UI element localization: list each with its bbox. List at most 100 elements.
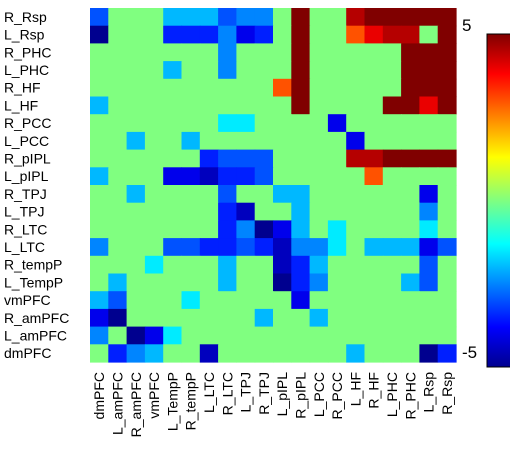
heatmap-cell <box>382 96 402 115</box>
heatmap-cell <box>254 291 274 310</box>
heatmap-cell <box>236 25 256 44</box>
heatmap-cell <box>437 344 457 363</box>
heatmap-cell <box>401 149 420 168</box>
heatmap-cell <box>346 185 366 204</box>
heatmap-cell <box>126 220 146 239</box>
heatmap-cell <box>346 326 366 345</box>
heatmap-cell <box>291 96 311 115</box>
heatmap-cell <box>401 273 420 292</box>
heatmap-cell <box>199 43 219 62</box>
colorbar: 5 -5 <box>462 16 510 368</box>
heatmap-cell <box>199 25 219 44</box>
heatmap-cell <box>346 8 366 27</box>
heatmap-cell <box>163 167 183 186</box>
heatmap-cell <box>346 308 366 328</box>
heatmap-cell <box>364 238 384 257</box>
heatmap-cell <box>327 78 347 98</box>
heatmap-cell <box>90 220 109 239</box>
heatmap-cell <box>291 8 311 27</box>
heatmap-cell <box>419 114 439 133</box>
heatmap-cell <box>309 43 329 62</box>
heatmap-cell <box>437 273 457 292</box>
heatmap-cell <box>126 255 146 275</box>
heatmap-cell <box>291 43 311 62</box>
heatmap-cell <box>163 344 183 363</box>
heatmap-cell <box>144 273 164 292</box>
heatmap-cell <box>364 291 384 310</box>
heatmap-cell <box>126 43 146 62</box>
row-label: L_PHC <box>4 62 49 78</box>
heatmap-cell <box>273 96 292 115</box>
heatmap-cell <box>437 96 457 115</box>
heatmap-cell <box>401 202 420 221</box>
heatmap-cell <box>181 326 201 345</box>
heatmap-cell <box>309 220 329 239</box>
heatmap-cell <box>401 114 420 133</box>
heatmap-cell <box>346 238 366 257</box>
heatmap-cell <box>327 291 347 310</box>
heatmap-cell <box>254 167 274 186</box>
heatmap-cell <box>90 43 109 62</box>
row-label: L_pIPL <box>4 168 49 184</box>
heatmap-cell <box>291 238 311 257</box>
heatmap-cell <box>108 308 128 328</box>
heatmap-cell <box>273 308 292 328</box>
heatmap-cell <box>437 185 457 204</box>
heatmap-cell <box>419 185 439 204</box>
heatmap-cell <box>199 308 219 328</box>
heatmap-cell <box>382 255 402 275</box>
heatmap-cell <box>364 255 384 275</box>
heatmap-cell <box>291 114 311 133</box>
heatmap-cell <box>273 220 292 239</box>
heatmap-cell <box>199 202 219 221</box>
heatmap-cell <box>364 202 384 221</box>
heatmap-cell <box>291 220 311 239</box>
heatmap-cell <box>144 96 164 115</box>
heatmap-cell <box>346 202 366 221</box>
heatmap-cell <box>419 202 439 221</box>
row-label: R_amPFC <box>4 310 69 326</box>
heatmap-cell <box>437 8 457 27</box>
heatmap-cell <box>181 167 201 186</box>
heatmap-cell <box>401 326 420 345</box>
heatmap-cell <box>90 344 109 363</box>
heatmap-cell <box>144 238 164 257</box>
heatmap-cell <box>144 43 164 62</box>
row-label: R_PCC <box>4 115 51 131</box>
colorbar-tick-min: -5 <box>462 343 477 362</box>
row-labels: R_RspL_RspR_PHCL_PHCR_HFL_HFR_PCCL_PCCR_… <box>4 9 69 361</box>
heatmap-cell <box>163 326 183 345</box>
heatmap-cell <box>218 167 237 186</box>
heatmap-cell <box>364 131 384 151</box>
heatmap-cell <box>273 8 292 27</box>
heatmap-cell <box>108 238 128 257</box>
heatmap-cell <box>144 185 164 204</box>
heatmap-cell <box>273 149 292 168</box>
heatmap-cell <box>126 202 146 221</box>
heatmap-cell <box>309 344 329 363</box>
row-label: L_TempP <box>4 274 63 290</box>
heatmap-cell <box>181 131 201 151</box>
heatmap-cell <box>218 149 237 168</box>
heatmap-cell <box>144 167 164 186</box>
heatmap-cell <box>419 291 439 310</box>
heatmap-cell <box>90 185 109 204</box>
heatmap-cell <box>291 25 311 44</box>
column-labels: dmPFC L_amPFC R_amPFC vmPFC L_TempP R_tempP L_… <box>91 372 455 438</box>
heatmap-cell <box>291 291 311 310</box>
heatmap-cell <box>199 291 219 310</box>
heatmap-cell <box>126 326 146 345</box>
heatmap-cell <box>273 25 292 44</box>
heatmap-cell <box>382 43 402 62</box>
heatmap-cell <box>181 308 201 328</box>
column-label: R_TPJ <box>256 372 272 415</box>
row-label: R_pIPL <box>4 150 51 166</box>
heatmap-cell <box>254 131 274 151</box>
heatmap-cell <box>419 167 439 186</box>
heatmap-cell <box>382 78 402 98</box>
heatmap-cell <box>273 185 292 204</box>
heatmap-cell <box>437 167 457 186</box>
column-label: R_PCC <box>329 372 345 419</box>
heatmap-cell <box>437 220 457 239</box>
heatmap-cell <box>327 149 347 168</box>
